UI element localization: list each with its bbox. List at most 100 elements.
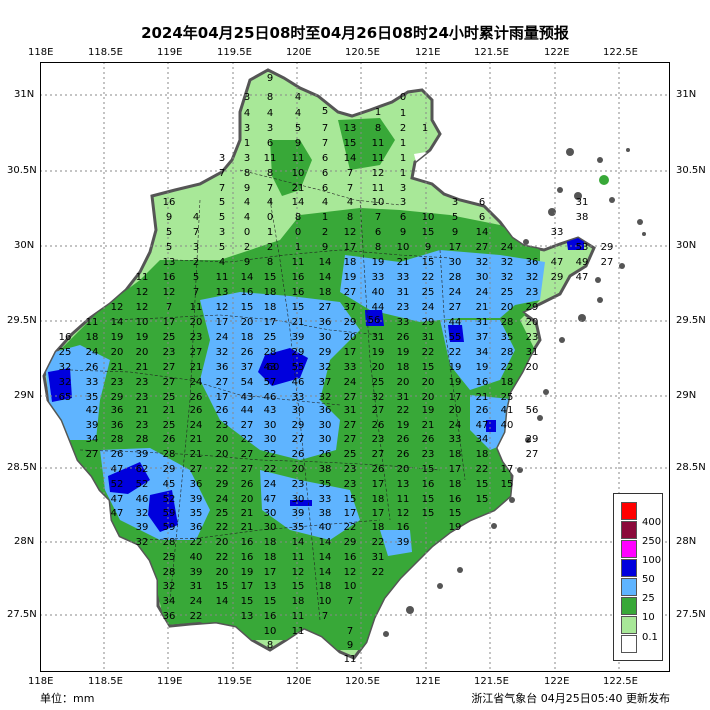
station-value: 17 [216, 317, 229, 328]
station-value: 26 [163, 434, 176, 445]
station-value: 27 [86, 449, 99, 460]
station-value: 29 [292, 420, 305, 431]
lat-tick: 30N [676, 240, 697, 251]
station-value: 35 [501, 332, 514, 343]
station-value: 7 [219, 168, 225, 179]
station-value: 18 [319, 287, 332, 298]
station-value: 24 [449, 287, 462, 298]
station-value: 10 [136, 317, 149, 328]
station-value: 29 [344, 317, 357, 328]
station-value: 27 [241, 464, 254, 475]
station-value: 38 [576, 212, 589, 223]
station-value: 20 [372, 362, 385, 373]
station-value: 22 [449, 347, 462, 358]
station-value: 32 [163, 581, 176, 592]
station-value: 22 [216, 552, 229, 563]
station-value: 20 [111, 347, 124, 358]
station-value: 20 [190, 317, 203, 328]
station-value: 19 [397, 347, 410, 358]
station-value: 22 [372, 567, 385, 578]
station-value: 20 [216, 449, 229, 460]
station-value: 55 [292, 362, 305, 373]
lon-tick: 119E [157, 47, 183, 58]
station-value: 26 [397, 434, 410, 445]
station-value: 33 [292, 392, 305, 403]
lat-tick: 29N [676, 390, 697, 401]
station-value: 35 [319, 479, 332, 490]
lon-tick: 118E [28, 676, 54, 687]
station-value: 27 [344, 287, 357, 298]
station-value: 23 [292, 479, 305, 490]
station-value: 23 [136, 420, 149, 431]
station-value: 21 [190, 362, 203, 373]
station-value: 27 [163, 362, 176, 373]
station-value: 30 [449, 257, 462, 268]
station-value: 20 [136, 347, 149, 358]
station-value: 11 [86, 317, 99, 328]
lat-tick: 30.5N [7, 165, 37, 176]
station-value: 14 [319, 537, 332, 548]
station-value: 11 [372, 183, 385, 194]
station-value: 7 [322, 138, 328, 149]
station-value: 14 [216, 596, 229, 607]
station-value: 4 [244, 108, 250, 119]
station-value: 4 [322, 197, 328, 208]
legend-swatch [621, 502, 637, 520]
station-value: 14 [319, 257, 332, 268]
station-value: 22 [501, 362, 514, 373]
station-value: 11 [292, 611, 305, 622]
station-value: 16 [264, 611, 277, 622]
station-value: 27 [344, 420, 357, 431]
station-value: 32 [476, 257, 489, 268]
station-value: 23 [190, 332, 203, 343]
station-value: 28 [163, 567, 176, 578]
station-value: 17 [449, 464, 462, 475]
station-value: 52 [136, 479, 149, 490]
station-value: 2 [244, 242, 250, 253]
station-value: 10 [422, 212, 435, 223]
station-value: 37 [319, 377, 332, 388]
lat-tick: 30.5N [676, 165, 706, 176]
station-value: 1 [295, 242, 301, 253]
station-value: 33 [397, 317, 410, 328]
station-value: 19 [111, 332, 124, 343]
station-value: 26 [241, 347, 254, 358]
station-value: 17 [372, 479, 385, 490]
station-value: 13 [216, 287, 229, 298]
rainfall-legend: 400 250 100 50 25 10 0.1 [613, 493, 663, 661]
station-value: 16 [163, 197, 176, 208]
station-value: 26 [292, 449, 305, 460]
station-value: 32 [501, 257, 514, 268]
lon-tick: 121E [415, 676, 441, 687]
station-value: 39 [292, 508, 305, 519]
station-value: 15 [422, 362, 435, 373]
station-value: 31 [526, 347, 539, 358]
station-value: 9 [295, 138, 301, 149]
station-value: 9 [267, 73, 273, 84]
station-value: 19 [344, 272, 357, 283]
station-value: 32 [372, 392, 385, 403]
station-value: 1 [244, 138, 250, 149]
station-value: 57 [264, 377, 277, 388]
station-value: 25 [59, 347, 72, 358]
station-value: 33 [397, 272, 410, 283]
station-value: 43 [264, 405, 277, 416]
station-value: 5 [322, 106, 328, 117]
station-value: 17 [344, 347, 357, 358]
station-value: 12 [292, 567, 305, 578]
station-value: 29 [526, 434, 539, 445]
station-value: 7 [193, 287, 199, 298]
station-value: 20 [501, 302, 514, 313]
station-value: 29 [319, 347, 332, 358]
station-value: 26 [86, 362, 99, 373]
station-value: 5 [166, 242, 172, 253]
station-value: 24 [422, 302, 435, 313]
station-value: 7 [375, 212, 381, 223]
station-value: 31 [344, 405, 357, 416]
station-value: 6 [322, 153, 328, 164]
station-value: 53 [576, 242, 589, 253]
legend-label: 250 [642, 536, 662, 547]
station-value: 52 [111, 479, 124, 490]
station-value: 16 [292, 287, 305, 298]
